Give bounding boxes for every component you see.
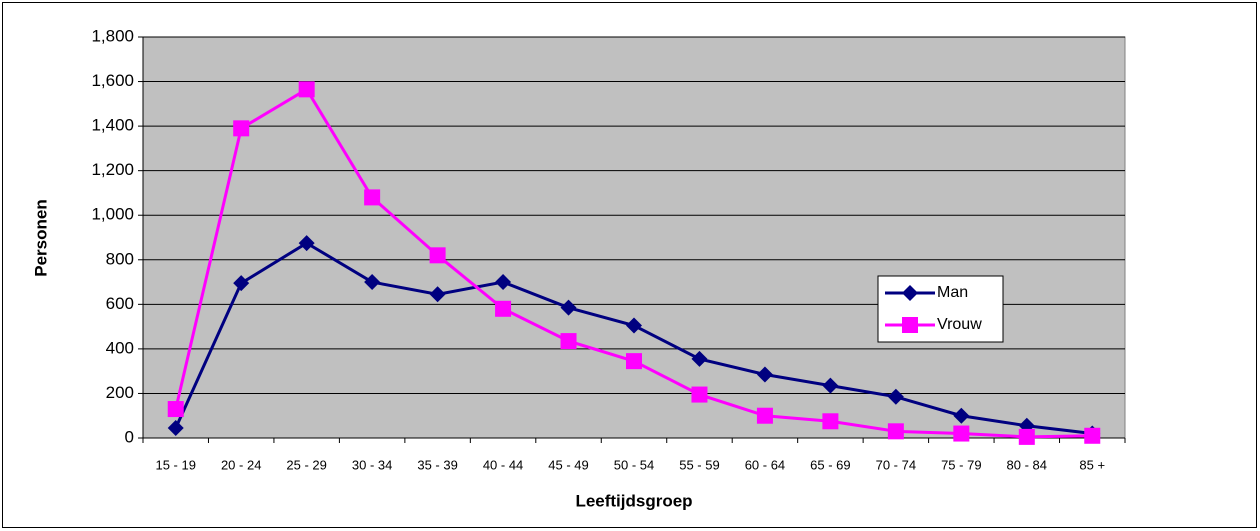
marker bbox=[1018, 428, 1035, 445]
marker bbox=[495, 300, 512, 317]
x-tick-label: 40 - 44 bbox=[483, 457, 523, 472]
x-tick-label: 50 - 54 bbox=[614, 457, 654, 472]
y-tick-label: 1,400 bbox=[91, 116, 134, 135]
marker bbox=[429, 247, 446, 264]
y-tick-label: 200 bbox=[106, 383, 134, 402]
legend-label: Man bbox=[937, 284, 968, 301]
marker bbox=[298, 81, 315, 98]
x-axis-title: Leeftijdsgroep bbox=[575, 491, 692, 510]
y-tick-label: 0 bbox=[125, 427, 134, 446]
marker bbox=[887, 423, 904, 440]
marker bbox=[626, 317, 642, 334]
x-tick-label: 15 - 19 bbox=[155, 457, 195, 472]
legend-marker bbox=[902, 317, 918, 333]
x-tick-label: 35 - 39 bbox=[417, 457, 457, 472]
x-tick-label: 55 - 59 bbox=[679, 457, 719, 472]
marker bbox=[691, 386, 708, 403]
marker bbox=[626, 353, 642, 370]
y-tick-label: 1,000 bbox=[91, 205, 134, 224]
marker bbox=[953, 425, 970, 442]
y-tick-label: 400 bbox=[106, 338, 134, 357]
legend-box bbox=[877, 275, 1004, 343]
x-tick-label: 45 - 49 bbox=[548, 457, 588, 472]
marker bbox=[167, 419, 184, 436]
x-tick-label: 65 - 69 bbox=[810, 457, 850, 472]
y-tick-label: 1,200 bbox=[91, 160, 134, 179]
marker bbox=[953, 407, 970, 424]
marker bbox=[364, 189, 381, 206]
marker bbox=[364, 274, 381, 291]
y-tick-label: 1,800 bbox=[91, 26, 134, 45]
marker bbox=[756, 407, 773, 424]
x-tick-label: 60 - 64 bbox=[745, 457, 785, 472]
marker bbox=[167, 401, 184, 418]
marker bbox=[298, 235, 315, 252]
y-tick-label: 800 bbox=[106, 249, 134, 268]
marker bbox=[1084, 427, 1101, 444]
x-tick-label: 70 - 74 bbox=[876, 457, 916, 472]
legend-label: Vrouw bbox=[937, 316, 982, 333]
marker bbox=[887, 388, 904, 405]
x-tick-label: 80 - 84 bbox=[1007, 457, 1047, 472]
marker bbox=[429, 286, 446, 303]
marker bbox=[822, 413, 839, 430]
legend-marker bbox=[902, 285, 918, 301]
x-tick-label: 20 - 24 bbox=[221, 457, 261, 472]
marker bbox=[756, 366, 773, 383]
plot-area bbox=[142, 36, 1126, 439]
y-axis-title: Personen bbox=[31, 199, 50, 276]
marker bbox=[495, 274, 512, 291]
marker bbox=[560, 299, 577, 316]
marker bbox=[233, 120, 250, 137]
marker bbox=[560, 333, 577, 350]
marker bbox=[691, 350, 708, 367]
y-tick-label: 1,600 bbox=[91, 71, 134, 90]
x-tick-label: 75 - 79 bbox=[941, 457, 981, 472]
x-tick-label: 30 - 34 bbox=[352, 457, 392, 472]
marker bbox=[233, 275, 250, 292]
marker bbox=[822, 377, 839, 394]
x-tick-label: 25 - 29 bbox=[286, 457, 326, 472]
x-tick-label: 85 + bbox=[1079, 457, 1105, 472]
y-tick-label: 600 bbox=[106, 294, 134, 313]
